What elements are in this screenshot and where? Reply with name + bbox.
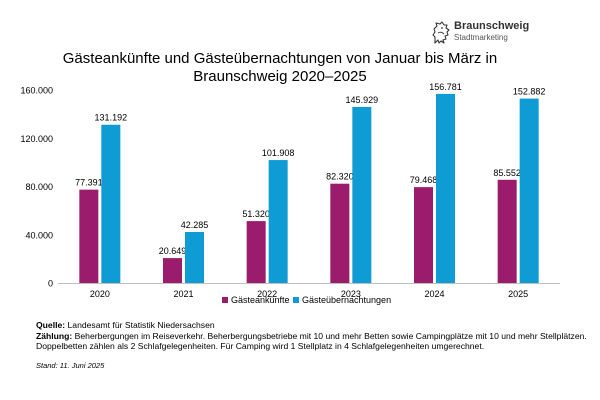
y-tick-label: 40.000 <box>25 230 53 240</box>
legend-swatch <box>222 297 228 303</box>
x-tick-label: 2023 <box>341 289 361 299</box>
bar-overnights <box>185 231 204 283</box>
count-note: Zählung: Beherbergungen im Reiseverkehr.… <box>36 331 592 352</box>
source-text: Landesamt für Statistik Niedersachsen <box>67 320 215 330</box>
bar-arrivals <box>414 187 433 283</box>
data-label: 85.552 <box>493 168 521 178</box>
x-tick-label: 2024 <box>424 289 444 299</box>
y-tick-label: 0 <box>48 279 53 289</box>
count-label: Zählung: <box>36 330 73 341</box>
x-tick-label: 2022 <box>257 289 277 299</box>
bar-arrivals <box>163 258 182 283</box>
data-label: 152.882 <box>513 87 546 97</box>
y-tick-label: 160.000 <box>20 86 53 96</box>
bar-overnights <box>268 160 288 283</box>
data-label: 131.192 <box>95 113 128 123</box>
source-label: Quelle: <box>36 320 66 330</box>
data-label: 156.781 <box>429 82 462 92</box>
bar-overnights <box>519 98 539 283</box>
bar-overnights <box>436 93 455 283</box>
logo: Braunschweig Stadtmarketing <box>432 20 552 48</box>
bar-overnights <box>101 124 121 283</box>
bar-arrivals <box>330 183 350 283</box>
bar-arrivals <box>79 189 99 283</box>
stand-date: Stand: 11. Juni 2025 <box>36 360 105 370</box>
data-label: 51.320 <box>242 209 270 219</box>
legend-swatch <box>293 297 299 303</box>
data-label: 101.908 <box>262 148 295 158</box>
footnotes: Quelle: Landesamt für Statistik Niedersa… <box>36 320 592 371</box>
x-tick-label: 2020 <box>90 289 110 299</box>
data-label: 82.320 <box>326 172 354 182</box>
bar-overnights <box>352 106 372 283</box>
x-tick-label: 2021 <box>173 289 193 299</box>
data-label: 79.468 <box>410 175 438 185</box>
braunschweig-lion-icon <box>432 21 450 44</box>
x-tick-label: 2025 <box>508 289 528 299</box>
bar-arrivals <box>497 179 517 283</box>
y-tick-label: 120.000 <box>20 134 53 144</box>
logo-subtitle: Stadtmarketing <box>454 33 508 42</box>
source-note: Quelle: Landesamt für Statistik Niedersa… <box>36 320 592 331</box>
data-label: 42.285 <box>181 220 209 230</box>
data-label: 145.929 <box>346 95 379 105</box>
logo-name: Braunschweig <box>454 20 530 32</box>
bar-arrivals <box>246 221 266 283</box>
chart-title: Gästeankünfte und Gästeübernachtungen vo… <box>62 50 498 85</box>
y-tick-label: 80.000 <box>25 182 53 192</box>
data-label: 20.649 <box>159 246 187 256</box>
legend-label: Gästeankünfte <box>231 295 290 305</box>
data-label: 77.391 <box>75 178 103 188</box>
count-text: Beherbergungen im Reiseverkehr. Beherber… <box>36 330 587 352</box>
legend-label: Gästeübernachtungen <box>302 295 391 305</box>
